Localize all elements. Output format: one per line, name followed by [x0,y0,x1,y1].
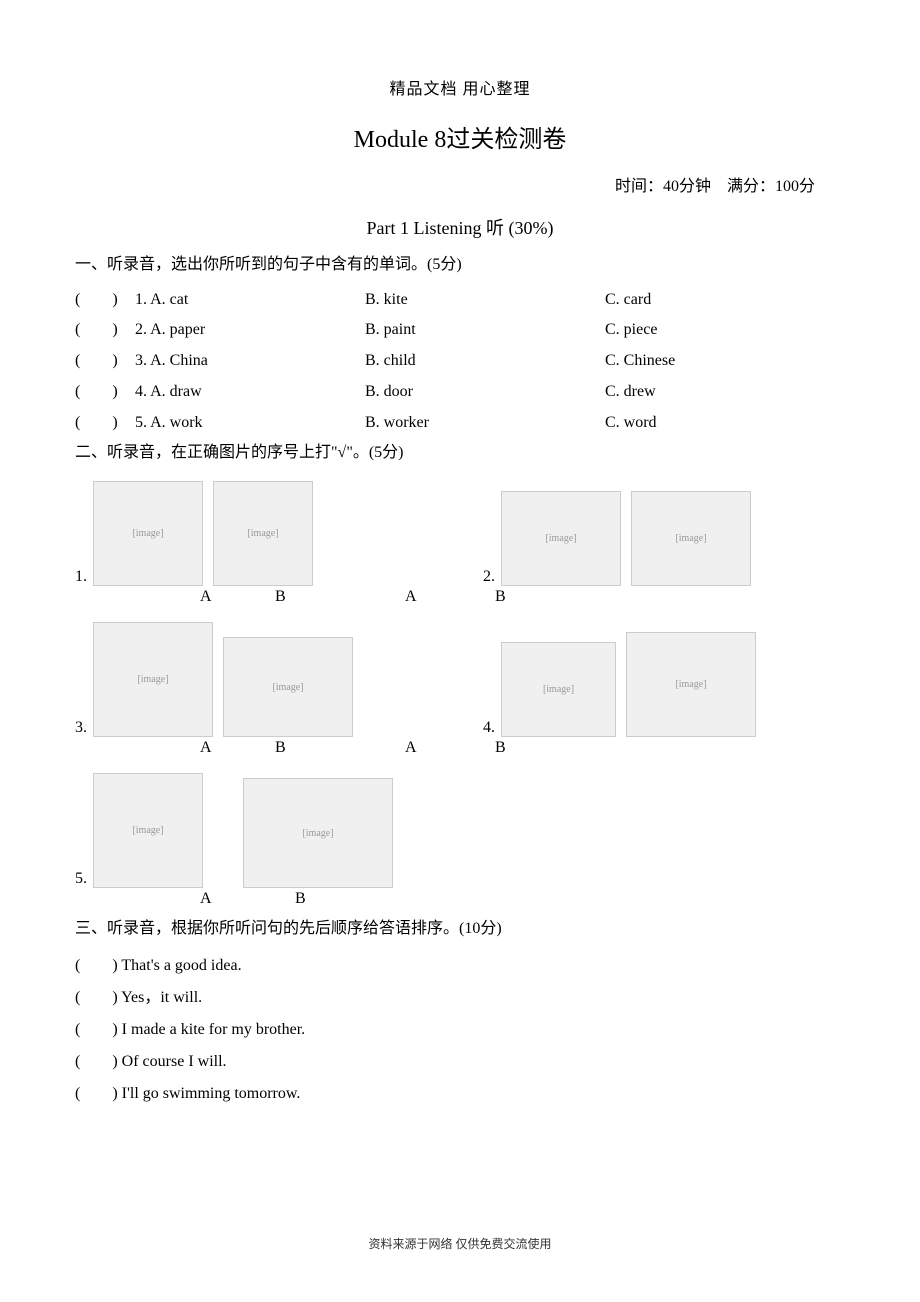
mc-question-row: ( ) 4. A. draw B. door C. drew [75,378,845,407]
section3-title: 三、听录音，根据你所听问句的先后顺序给答语排序。(10分) [75,916,845,942]
question-number: 4. [483,719,495,737]
answer-text: Of course I will. [122,1053,227,1070]
question-image: [image] [243,778,393,888]
answer-blank[interactable]: ( ) [75,1053,118,1070]
option-label: A [200,739,275,757]
answer-blank[interactable]: ( ) [75,989,118,1006]
label-row: A B A B [75,739,845,757]
answer-blank[interactable]: ( ) [75,1021,118,1038]
answer-blank[interactable]: ( ) [75,409,135,438]
question-number: 3. [75,719,87,737]
question-number: 5. [75,870,87,888]
question-image: [image] [631,491,751,586]
option-label: B [275,739,405,757]
option-c: C. card [605,286,845,315]
option-b: B. worker [365,409,605,438]
label-row: A B A B [75,588,845,606]
answer-text: That's a good idea. [121,957,241,974]
option-a: 3. A. China [135,347,365,376]
question-image: [image] [213,481,313,586]
option-a: 2. A. paper [135,316,365,345]
question-number: 2. [483,568,495,586]
label-row: A B [75,890,845,908]
option-label: B [275,588,405,606]
sort-item: ( ) That's a good idea. [75,950,845,982]
question-image: [image] [223,637,353,737]
sort-item: ( ) Yes，it will. [75,982,845,1014]
time-score-info: 时间：40分钟 满分：100分 [75,172,845,196]
option-c: C. drew [605,378,845,407]
option-c: C. word [605,409,845,438]
footer-note: 资料来源于网络 仅供免费交流使用 [0,1235,920,1252]
option-label: B [495,588,506,606]
question-image: [image] [93,773,203,888]
section1-title: 一、听录音，选出你所听到的句子中含有的单词。(5分) [75,252,845,278]
header-note: 精品文档 用心整理 [75,75,845,99]
answer-blank[interactable]: ( ) [75,957,118,974]
sort-item: ( ) I made a kite for my brother. [75,1014,845,1046]
image-row: 5. [image] [image] [75,773,845,888]
answer-blank[interactable]: ( ) [75,1085,118,1102]
question-image: [image] [501,491,621,586]
sort-item: ( ) I'll go swimming tomorrow. [75,1078,845,1110]
option-label: A [405,739,495,757]
option-b: B. door [365,378,605,407]
option-c: C. Chinese [605,347,845,376]
option-label: B [495,739,506,757]
image-row: 3. [image] [image] 4. [image] [image] [75,622,845,737]
option-label: A [200,890,295,908]
question-number: 1. [75,568,87,586]
image-row: 1. [image] [image] 2. [image] [image] [75,481,845,586]
answer-text: I made a kite for my brother. [122,1021,306,1038]
section2-title: 二、听录音，在正确图片的序号上打"√"。(5分) [75,440,845,466]
option-b: B. paint [365,316,605,345]
answer-text: Yes，it will. [121,989,202,1006]
answer-blank[interactable]: ( ) [75,286,135,315]
mc-question-row: ( ) 1. A. cat B. kite C. card [75,286,845,315]
page-title: Module 8过关检测卷 [75,119,845,154]
question-image: [image] [626,632,756,737]
part-title: Part 1 Listening 听 (30%) [75,214,845,240]
option-a: 4. A. draw [135,378,365,407]
option-label: A [200,588,275,606]
option-label: B [295,890,306,908]
question-image: [image] [501,642,616,737]
option-label: A [405,588,495,606]
question-image: [image] [93,622,213,737]
option-a: 5. A. work [135,409,365,438]
answer-blank[interactable]: ( ) [75,347,135,376]
mc-question-row: ( ) 3. A. China B. child C. Chinese [75,347,845,376]
sort-item: ( ) Of course I will. [75,1046,845,1078]
mc-question-row: ( ) 2. A. paper B. paint C. piece [75,316,845,345]
option-a: 1. A. cat [135,286,365,315]
option-b: B. kite [365,286,605,315]
answer-blank[interactable]: ( ) [75,378,135,407]
question-image: [image] [93,481,203,586]
answer-text: I'll go swimming tomorrow. [122,1085,301,1102]
option-c: C. piece [605,316,845,345]
answer-blank[interactable]: ( ) [75,316,135,345]
option-b: B. child [365,347,605,376]
mc-question-row: ( ) 5. A. work B. worker C. word [75,409,845,438]
